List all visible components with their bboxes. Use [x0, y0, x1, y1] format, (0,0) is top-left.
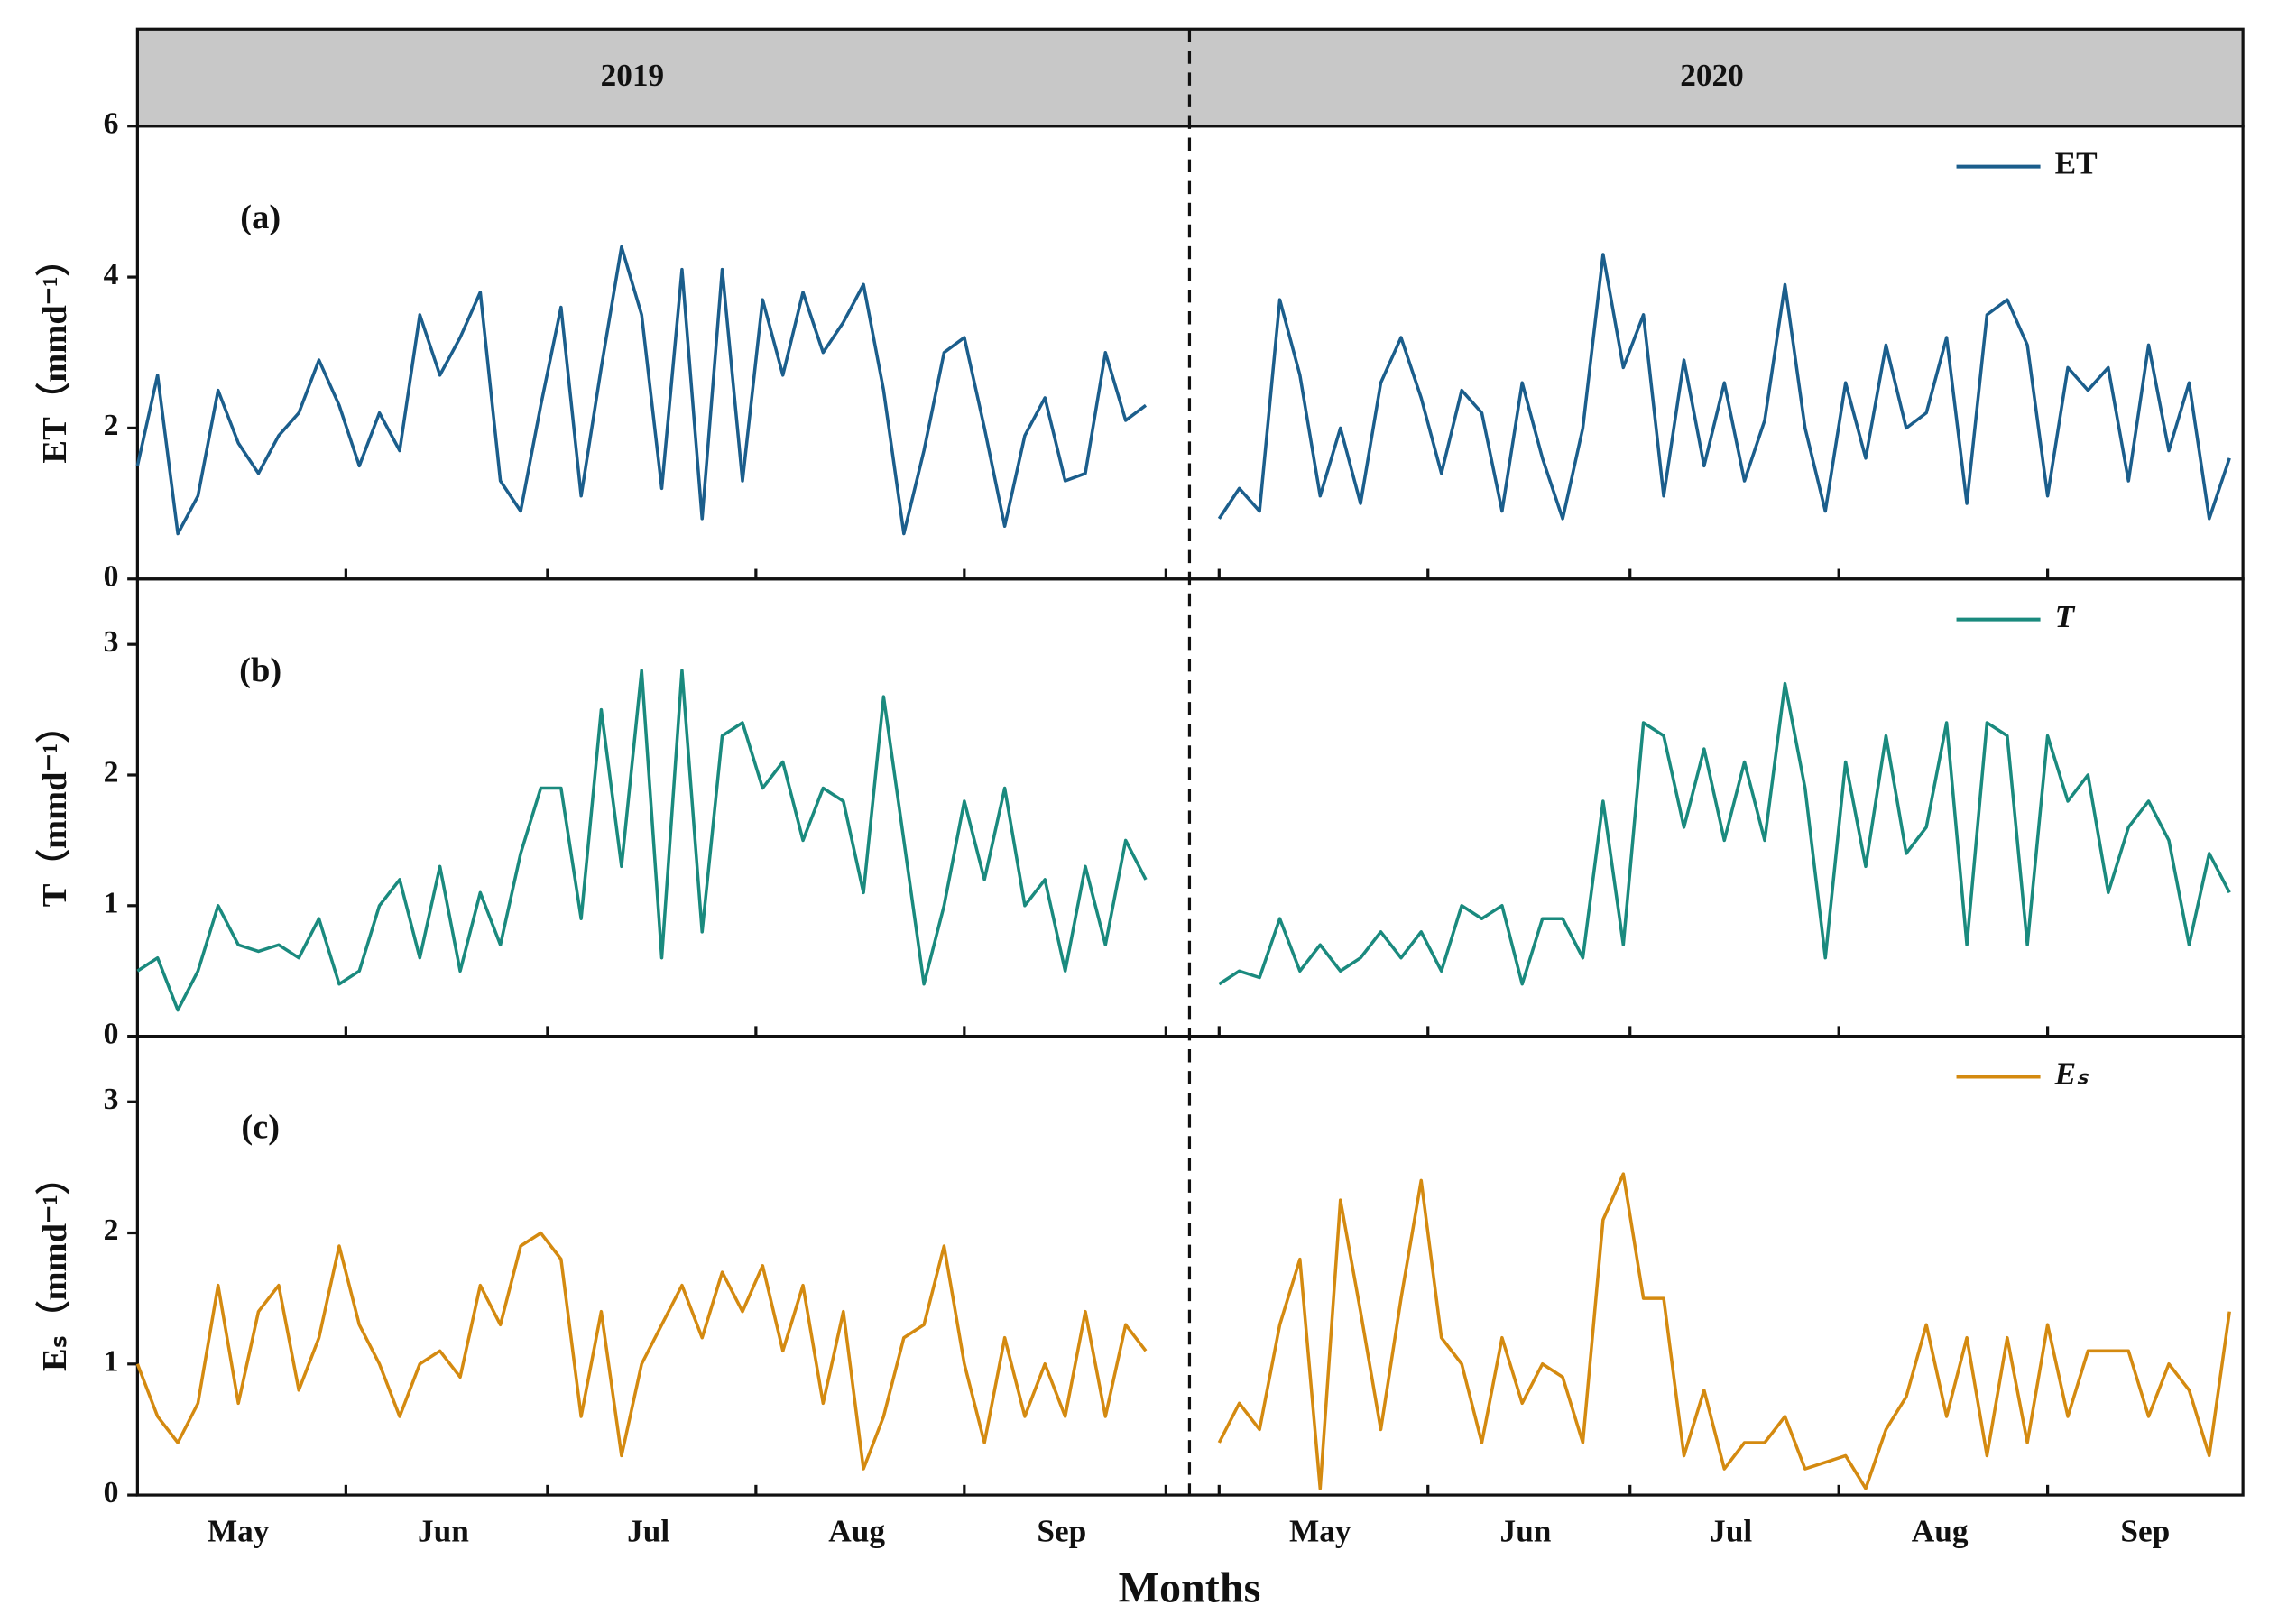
legend-label: Eₛ — [2054, 1057, 2089, 1092]
x-tick-label: Sep — [1037, 1513, 1086, 1548]
y-tick-label: 0 — [104, 1017, 119, 1050]
x-tick-label: Jun — [1500, 1513, 1552, 1548]
data-line — [1217, 1172, 2231, 1490]
y-tick-label: 3 — [104, 1083, 119, 1116]
year-label: 2020 — [1680, 58, 1744, 93]
y-tick-label: 1 — [104, 1345, 119, 1379]
x-tick-label: Aug — [1912, 1513, 1969, 1548]
year-label: 2019 — [601, 58, 665, 93]
y-tick-label: 0 — [104, 1476, 119, 1509]
y-axis-title: T（mmd⁻¹） — [35, 708, 74, 907]
y-tick-label: 4 — [104, 258, 119, 291]
x-tick-label: May — [208, 1513, 270, 1548]
y-tick-label: 2 — [104, 1213, 119, 1247]
data-line — [135, 1231, 1148, 1471]
panel-label: (b) — [239, 651, 281, 689]
legend-label: ET — [2055, 146, 2098, 181]
legend-label: T — [2055, 599, 2076, 634]
panel-label: (c) — [241, 1109, 280, 1147]
y-tick-label: 0 — [104, 559, 119, 593]
y-tick-label: 6 — [104, 106, 119, 140]
x-tick-label: Jul — [1710, 1513, 1752, 1548]
data-line — [1218, 681, 2231, 986]
data-line — [136, 669, 1148, 1012]
x-tick-label: Sep — [2120, 1513, 2170, 1548]
panel-label: (a) — [240, 198, 281, 236]
data-line — [1217, 253, 2231, 521]
y-tick-label: 2 — [104, 756, 119, 789]
x-tick-label: Jul — [627, 1513, 669, 1548]
x-tick-label: Jun — [418, 1513, 469, 1548]
y-tick-label: 1 — [104, 887, 119, 920]
y-axis-title: Eₛ（mmd⁻¹） — [35, 1160, 74, 1371]
y-axis-title: ET（mmd⁻¹） — [35, 242, 74, 464]
data-line — [135, 245, 1148, 536]
x-tick-label: May — [1289, 1513, 1351, 1548]
x-tick-label: Aug — [828, 1513, 885, 1548]
y-tick-label: 3 — [104, 625, 119, 659]
y-tick-label: 2 — [104, 409, 119, 442]
x-axis-title: Months — [1119, 1564, 1261, 1612]
